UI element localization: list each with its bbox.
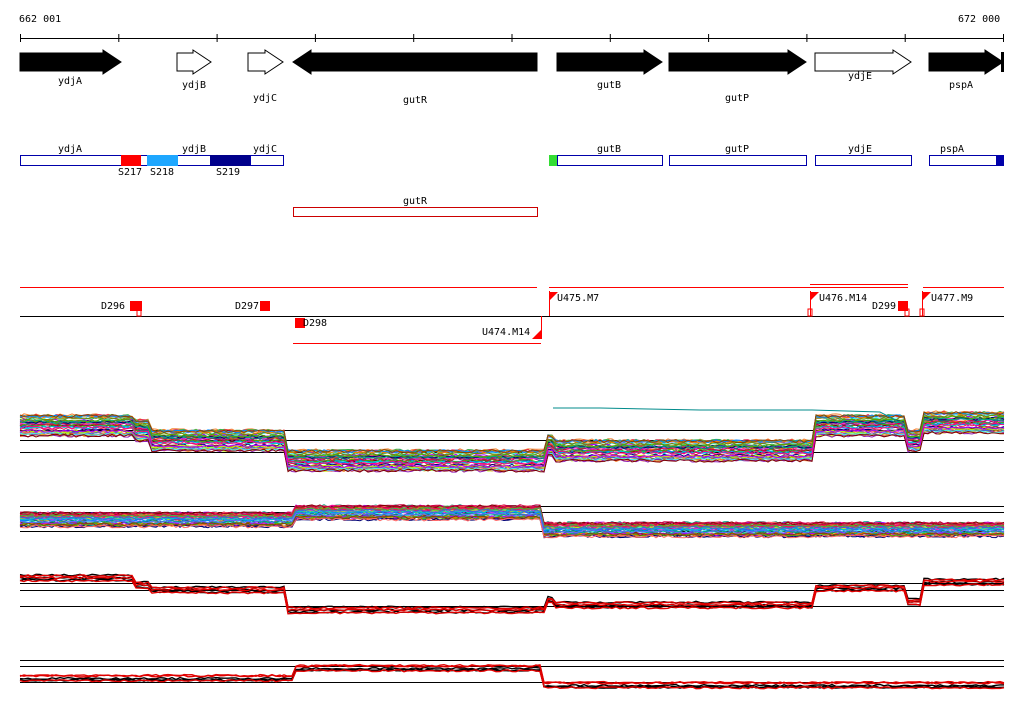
track-pair-1 [19,573,1005,615]
feature-flag-U475.M7 [549,292,558,301]
feature-tick-small [136,308,142,317]
signal-line-pair [19,663,1005,685]
gene-box-label-gutB: gutB [596,144,622,155]
segment-label-S218: S218 [150,167,175,178]
feature-label-U476.M14: U476.M14 [819,293,868,304]
gene-arrow-ydjB [176,49,212,75]
feature-mark-D299 [898,301,908,311]
gene-box-ydjE [815,155,912,166]
segment-S218 [147,155,178,166]
gene-box-gutP [669,155,807,166]
gene-arrow-pspA [928,49,1004,75]
gene-box-ydjC [250,155,284,166]
gene-arrow-gutR [292,49,538,75]
signal-line [19,515,1005,537]
signal-line-pair [19,666,1004,688]
feature-mark-D298 [295,318,305,328]
gene-arrow-ydjE [814,49,912,75]
signal-line [19,415,1005,458]
signal-line [19,419,1005,462]
gene-box-label-ydjA: ydjA [57,144,83,155]
gene-label-gutP: gutP [724,93,750,104]
signal-line [19,508,1005,530]
gene-label-gutB: gutB [596,80,622,91]
signal-line [19,430,1004,473]
ruler-end-label: 672 000 [958,14,1001,25]
gene-box-label-ydjE: ydjE [847,144,873,155]
segment-green-mark [549,155,557,166]
signal-line [19,426,1005,469]
signal-line [19,504,1005,526]
feature-tick-small [904,308,910,317]
gene-box-lower-gutR [293,207,538,217]
track-multi-1 [19,407,1005,473]
gene-box-label-pspA: pspA [939,144,965,155]
signal-line [19,411,1005,454]
feature-flag-U477.M9 [922,292,931,301]
gene-arrow-gutB [556,49,663,75]
signal-line [19,422,1005,465]
gene-arrow-ydjA [19,49,122,75]
ruler-start-label: 662 001 [19,14,62,25]
gene-label-ydjC: ydjC [252,93,278,104]
feature-label-U477.M9: U477.M9 [931,293,974,304]
feature-label-D299: D299 [872,301,897,312]
feature-label-U475.M7: U475.M7 [557,293,600,304]
gene-arrow-ydjC [247,49,284,75]
signal-line [19,515,1005,537]
track-pair-2 [19,660,1005,690]
gene-box-gutB [557,155,663,166]
signal-line [19,517,1004,539]
gene-edge-mark [1001,52,1004,72]
feature-mark-D297 [260,301,270,311]
feature-tick-small [919,308,925,317]
gene-label-gutR: gutR [402,95,428,106]
feature-flag-U476.M14 [810,292,819,301]
segment-label-S217: S217 [118,167,143,178]
feature-label-D297: D297 [235,301,260,312]
signal-line-high [553,407,906,426]
segment-blue-mark [996,155,1004,166]
gene-label-pspA: pspA [948,80,974,91]
gene-box-label-ydjC: ydjC [252,144,278,155]
signal-line-pair [19,574,1004,610]
signal-line [19,413,1005,456]
gene-label-ydjB: ydjB [181,80,207,91]
gene-label-ydjE: ydjE [847,71,873,82]
gene-label-ydjA: ydjA [57,76,83,87]
feature-label-D296: D296 [101,301,126,312]
feature-tick-small [807,308,813,317]
segment-label-S219: S219 [216,167,241,178]
signal-line [19,512,1005,534]
signal-line [19,507,1005,529]
signal-line-pair [19,669,1005,690]
signal-line [19,416,1005,459]
gene-box-label-gutP: gutP [724,144,750,155]
gene-box-label-ydjB: ydjB [181,144,207,155]
segment-S217 [121,155,141,166]
track-multi-2 [19,504,1005,539]
feature-label-D298: D298 [303,318,328,329]
signal-line-pair [19,579,1005,615]
feature-label-U474.M14: U474.M14 [482,327,531,338]
signal-line [19,428,1005,471]
signal-line-pair [19,575,1005,612]
signal-line [19,411,1005,454]
gene-box-pspA [929,155,1004,166]
gene-box-lower-label-gutR: gutR [402,196,428,207]
feature-flag-U474.M14 [532,330,541,339]
segment-S219 [210,155,250,166]
signal-line [19,422,1005,465]
feature-mark-D296 [130,301,142,311]
gene-arrow-gutP [668,49,807,75]
